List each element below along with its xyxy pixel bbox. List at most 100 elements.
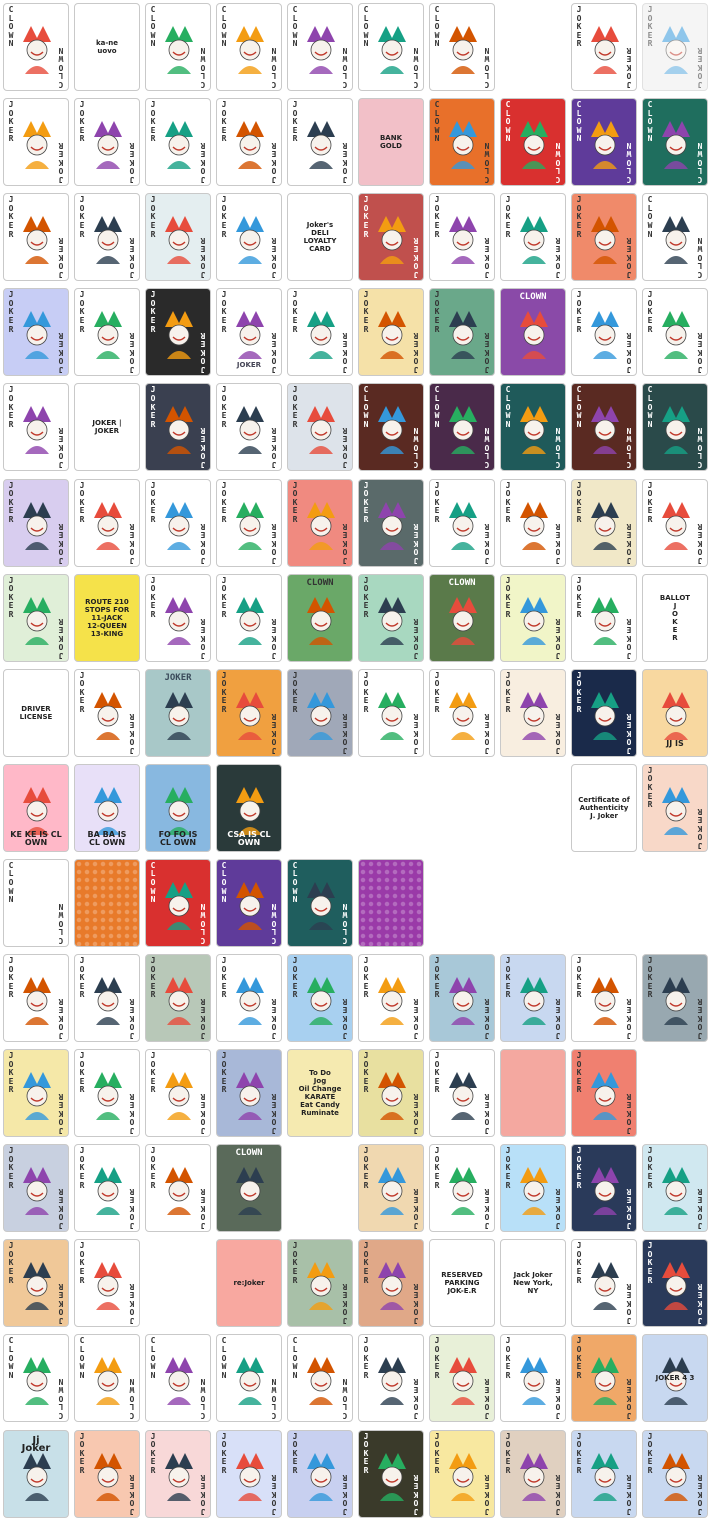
- card-6-9[interactable]: BALLOT J O K E R: [642, 573, 708, 662]
- card-8-1[interactable]: BA BA IS CL OWN: [74, 763, 140, 852]
- card-14-9[interactable]: JOKER 4 3: [642, 1334, 708, 1423]
- card-2-4[interactable]: Joker's DELI LOYALTY CARD: [287, 193, 353, 282]
- card-7-0[interactable]: DRIVER LICENSE: [3, 668, 69, 757]
- card-8-3[interactable]: CSA IS CL OWN: [216, 763, 282, 852]
- card-8-8[interactable]: Certificate of Authenticity J. Joker: [571, 763, 637, 852]
- card-4-1[interactable]: JOKER | JOKER: [74, 383, 140, 472]
- card-13-3[interactable]: re:Joker: [216, 1239, 282, 1328]
- card-13-6[interactable]: RESERVED PARKING JOK-E.R: [429, 1239, 495, 1328]
- card-3-7[interactable]: CLOWN: [500, 288, 566, 377]
- card-13-7[interactable]: Jack Joker New York, NY: [500, 1239, 566, 1328]
- card-1-5[interactable]: BANK GOLD: [358, 98, 424, 187]
- card-6-6[interactable]: CLOWN: [429, 573, 495, 662]
- card-15-0[interactable]: Jj Joker: [3, 1429, 69, 1518]
- card-9-5[interactable]: [358, 858, 424, 947]
